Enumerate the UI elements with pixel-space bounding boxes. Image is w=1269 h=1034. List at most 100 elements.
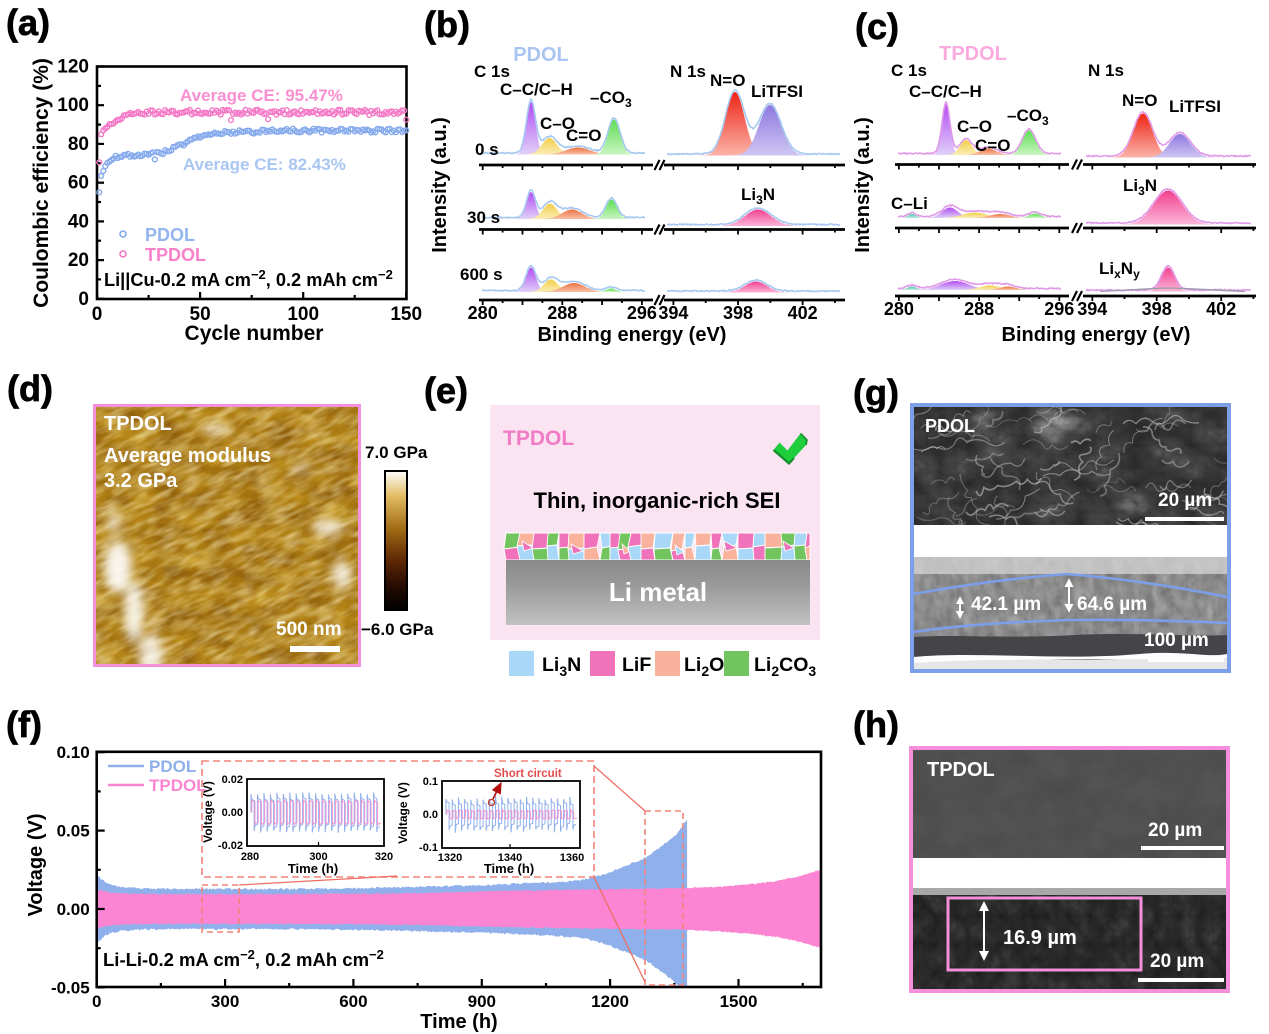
svg-text:PDOL: PDOL	[149, 757, 196, 776]
svg-text:TPDOL: TPDOL	[939, 43, 1007, 65]
svg-text:0.00: 0.00	[57, 900, 90, 919]
svg-text:0.02: 0.02	[222, 774, 243, 786]
svg-text:100: 100	[57, 95, 89, 116]
svg-text:50: 50	[190, 304, 211, 325]
svg-text:C–C/C–H: C–C/C–H	[909, 82, 982, 101]
svg-text:Voltage (V): Voltage (V)	[25, 814, 47, 917]
svg-text:300: 300	[309, 851, 327, 863]
svg-text:80: 80	[68, 134, 89, 155]
svg-text:Coulombic efficiency (%): Coulombic efficiency (%)	[30, 58, 53, 308]
svg-text:LixNy: LixNy	[1099, 259, 1140, 281]
svg-text:Li3N: Li3N	[542, 654, 581, 679]
svg-text:296: 296	[627, 303, 657, 323]
svg-text:N 1s: N 1s	[1088, 61, 1124, 80]
svg-text:C=O: C=O	[975, 136, 1010, 155]
svg-text:288: 288	[547, 303, 577, 323]
svg-text:Cycle number: Cycle number	[185, 322, 324, 345]
svg-text:–CO3: –CO3	[590, 88, 632, 110]
svg-text:398: 398	[723, 303, 753, 323]
svg-text:PDOL: PDOL	[925, 416, 975, 436]
svg-text:LiF: LiF	[622, 654, 651, 676]
svg-text:0.00: 0.00	[222, 807, 243, 819]
svg-text:PDOL: PDOL	[145, 225, 195, 245]
svg-text:N=O: N=O	[710, 71, 745, 90]
svg-text:Binding energy (eV): Binding energy (eV)	[538, 324, 727, 346]
svg-text:0.05: 0.05	[57, 822, 90, 841]
svg-text:280: 280	[884, 299, 914, 319]
svg-text:TPDOL: TPDOL	[149, 776, 207, 795]
svg-text:296: 296	[1044, 299, 1074, 319]
svg-text:16.9 µm: 16.9 µm	[1003, 927, 1077, 949]
svg-text:TPDOL: TPDOL	[145, 245, 206, 265]
svg-text:100: 100	[287, 304, 319, 325]
svg-text:Thin, inorganic-rich SEI: Thin, inorganic-rich SEI	[534, 488, 781, 513]
svg-text:Time (h): Time (h)	[288, 861, 338, 876]
svg-text:402: 402	[1206, 299, 1236, 319]
svg-text:20: 20	[68, 250, 89, 271]
svg-text:42.1 µm: 42.1 µm	[971, 594, 1041, 615]
svg-text:300: 300	[211, 992, 239, 1011]
svg-text:Time (h): Time (h)	[420, 1011, 497, 1033]
svg-text:320: 320	[375, 851, 393, 863]
svg-text:0.10: 0.10	[57, 743, 90, 762]
svg-text:Li3N: Li3N	[741, 185, 775, 207]
svg-text:Li3N: Li3N	[1123, 176, 1157, 198]
svg-text:Average modulus: Average modulus	[104, 445, 271, 467]
svg-text:120: 120	[57, 57, 89, 78]
svg-text:0.1: 0.1	[423, 776, 438, 788]
svg-text:7.0 GPa: 7.0 GPa	[365, 443, 428, 462]
svg-text:C–C/C–H: C–C/C–H	[500, 80, 573, 99]
svg-text:PDOL: PDOL	[513, 44, 569, 66]
svg-text:280: 280	[241, 851, 259, 863]
svg-text:900: 900	[468, 992, 496, 1011]
svg-text:60: 60	[68, 173, 89, 194]
svg-text:N 1s: N 1s	[670, 62, 706, 81]
svg-text:1500: 1500	[720, 992, 758, 1011]
svg-text:Binding energy (eV): Binding energy (eV)	[1002, 324, 1191, 346]
svg-text:40: 40	[68, 211, 89, 232]
svg-text:398: 398	[1142, 299, 1172, 319]
svg-text:288: 288	[964, 299, 994, 319]
svg-text:1340: 1340	[498, 852, 522, 864]
svg-text:Voltage (V): Voltage (V)	[396, 782, 410, 844]
svg-text:64.6 µm: 64.6 µm	[1077, 594, 1147, 615]
svg-text:C–Li: C–Li	[891, 194, 928, 213]
svg-text:1200: 1200	[591, 992, 629, 1011]
svg-text:0: 0	[92, 304, 103, 325]
svg-text:C 1s: C 1s	[474, 62, 510, 81]
svg-text:Average CE: 95.47%: Average CE: 95.47%	[180, 86, 343, 105]
svg-text:150: 150	[390, 304, 422, 325]
svg-text:C=O: C=O	[566, 126, 601, 145]
svg-text:280: 280	[468, 303, 498, 323]
svg-text:LiTFSI: LiTFSI	[751, 82, 803, 101]
svg-text:Voltage (V): Voltage (V)	[201, 781, 215, 843]
svg-text:0.0: 0.0	[423, 809, 438, 821]
svg-text:TPDOL: TPDOL	[503, 427, 574, 450]
svg-text:Li metal: Li metal	[609, 577, 707, 607]
svg-text:TPDOL: TPDOL	[927, 759, 995, 781]
svg-text:20 µm: 20 µm	[1150, 951, 1204, 972]
svg-text:–CO3: –CO3	[1007, 106, 1049, 128]
svg-text:394: 394	[1077, 299, 1107, 319]
svg-text:C–O: C–O	[957, 117, 992, 136]
svg-text:Short circuit: Short circuit	[494, 768, 562, 780]
svg-text:C–O: C–O	[540, 114, 575, 133]
svg-text:600 s: 600 s	[460, 265, 503, 284]
svg-text:600: 600	[339, 992, 367, 1011]
svg-text:3.2 GPa: 3.2 GPa	[104, 470, 178, 492]
svg-text:Li2CO3: Li2CO3	[754, 654, 816, 679]
svg-text:500 nm: 500 nm	[276, 619, 341, 640]
svg-text:394: 394	[658, 303, 688, 323]
svg-text:Time (h): Time (h)	[484, 861, 534, 876]
svg-text:Li||Cu-0.2 mA cm−2, 0.2 mAh cm: Li||Cu-0.2 mA cm−2, 0.2 mAh cm−2	[104, 267, 393, 290]
svg-text:0: 0	[92, 992, 101, 1011]
svg-text:30 s: 30 s	[467, 208, 500, 227]
svg-text:Average CE: 82.43%: Average CE: 82.43%	[183, 155, 346, 174]
svg-text:20 µm: 20 µm	[1158, 490, 1212, 511]
svg-text:0: 0	[78, 289, 89, 310]
svg-text:−6.0 GPa: −6.0 GPa	[361, 620, 434, 639]
svg-text:Li-Li-0.2 mA cm−2, 0.2 mAh cm−: Li-Li-0.2 mA cm−2, 0.2 mAh cm−2	[103, 947, 384, 970]
svg-text:1360: 1360	[560, 852, 584, 864]
svg-text:0 s: 0 s	[475, 140, 499, 159]
svg-text:LiTFSI: LiTFSI	[1169, 97, 1221, 116]
